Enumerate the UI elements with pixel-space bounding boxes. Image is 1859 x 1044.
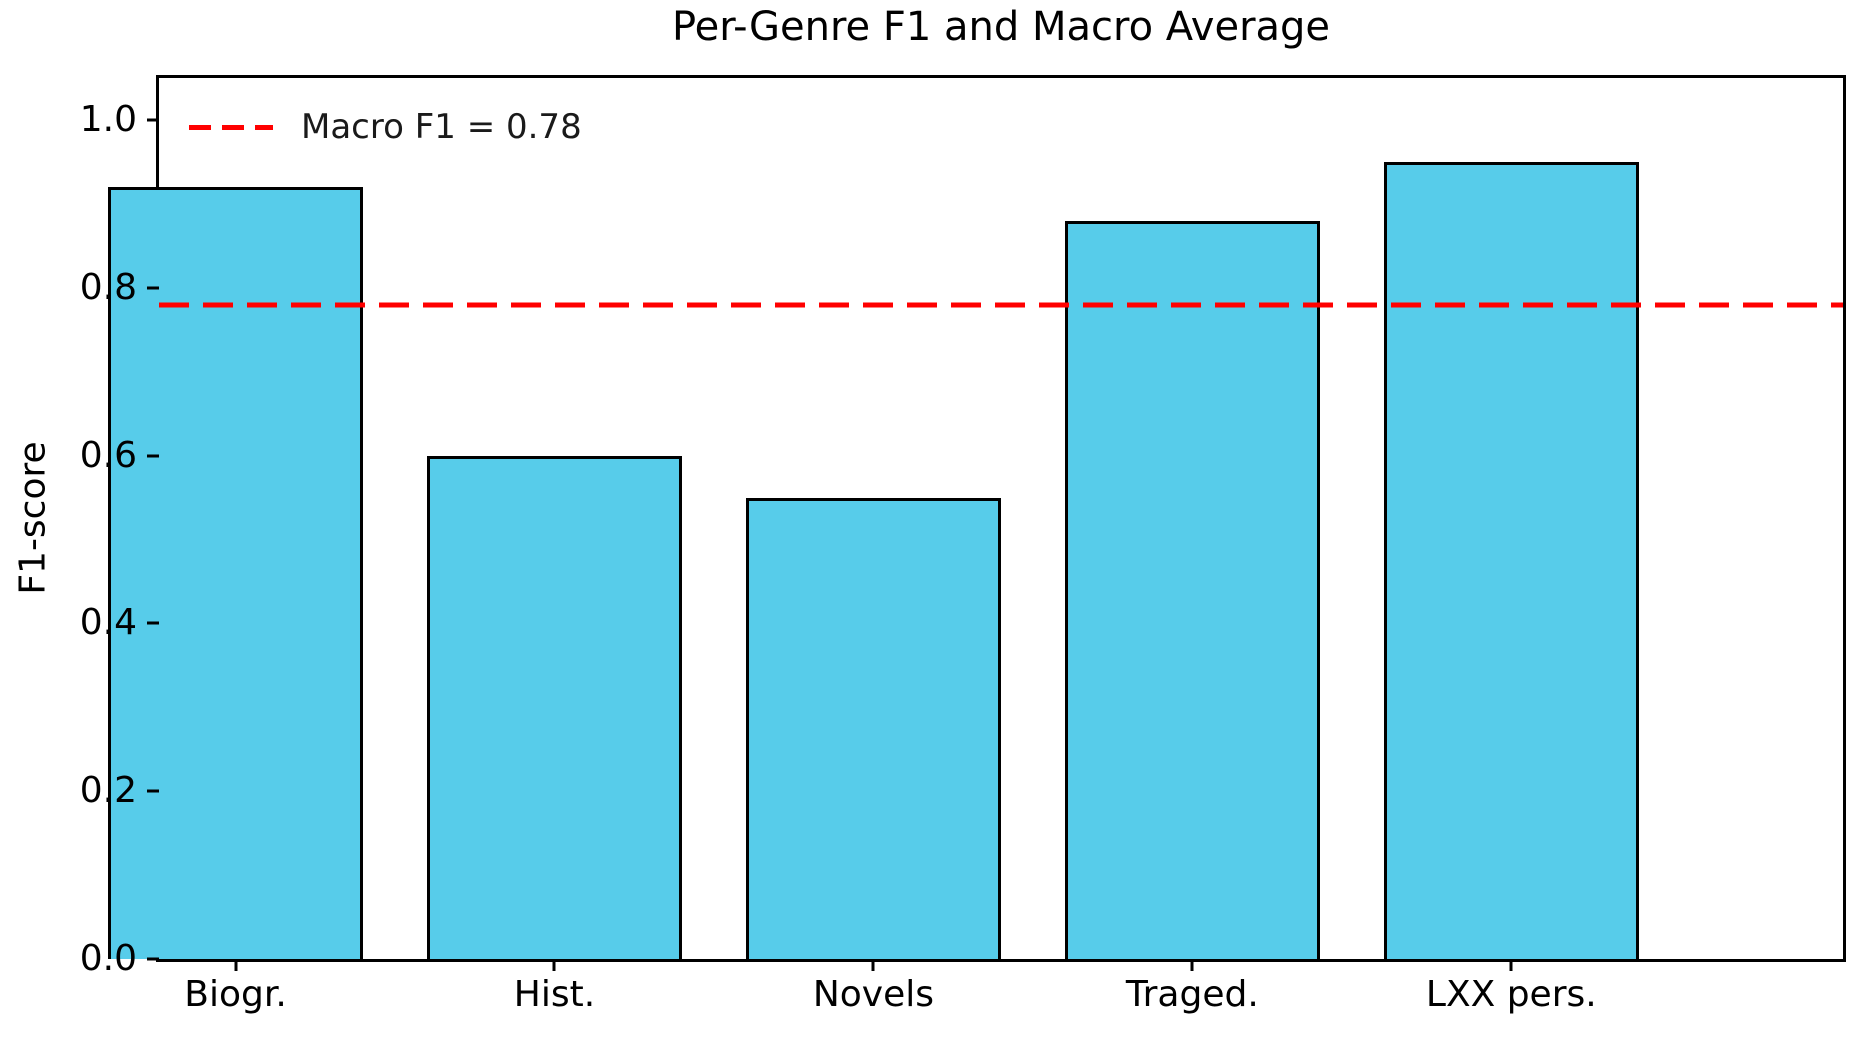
ytick-mark-0.8 <box>147 286 159 290</box>
xtick-label-novels: Novels <box>812 974 935 1015</box>
xtick-mark-1 <box>234 959 238 971</box>
bar-hist <box>426 455 683 959</box>
legend-label: Macro F1 = 0.78 <box>301 107 582 147</box>
xtick-mark-4 <box>1190 959 1194 971</box>
chart-title: Per-Genre F1 and Macro Average <box>671 4 1331 50</box>
ytick-label-0.4: 0.4 <box>79 602 137 644</box>
xtick-mark-5 <box>1509 959 1513 971</box>
ytick-mark-0.4 <box>147 621 159 625</box>
plot-area: 0.0 0.2 0.4 0.6 0.8 1.0 Biogr. Hist. Novels Trag… <box>80 75 1846 1013</box>
ytick-label-0.0: 0.0 <box>79 938 137 979</box>
xtick-label-lxx-pers: LXX pers. <box>1425 974 1597 1015</box>
ytick-mark-0.2 <box>147 789 159 793</box>
macro-average-reference-line <box>159 302 1843 308</box>
ytick-mark-0.6 <box>147 454 159 458</box>
xtick-label-biogr: Biogr. <box>184 974 287 1015</box>
ytick-label-0.8: 0.8 <box>79 266 137 308</box>
bar-novels <box>745 497 1001 959</box>
xtick-mark-3 <box>871 959 875 971</box>
ytick-label-0.6: 0.6 <box>79 434 137 476</box>
ytick-label-1.0: 1.0 <box>79 98 137 140</box>
ytick-mark-0.0 <box>147 957 159 961</box>
bar-traged <box>1064 220 1320 959</box>
bar-biogr <box>107 187 364 959</box>
xtick-mark-2 <box>552 959 556 971</box>
ytick-label-0.2: 0.2 <box>79 770 137 812</box>
legend: Macro F1 = 0.78 <box>189 110 582 144</box>
xtick-label-traged: Traged. <box>1125 974 1259 1015</box>
y-axis-label: F1-score <box>12 441 54 595</box>
legend-dashed-line-icon <box>189 124 273 130</box>
xtick-label-hist: Hist. <box>513 974 596 1015</box>
ytick-mark-1.0 <box>147 118 159 122</box>
bar-lxx-pers <box>1383 161 1639 959</box>
